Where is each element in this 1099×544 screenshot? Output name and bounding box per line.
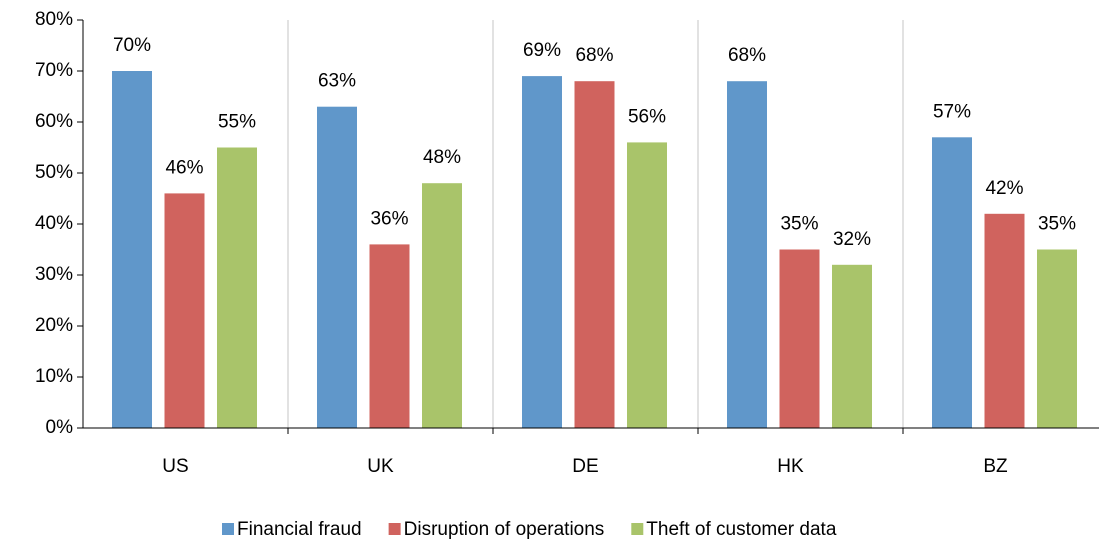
y-tick-label: 30% xyxy=(35,264,73,285)
legend-label: Disruption of operations xyxy=(404,519,605,540)
value-label: 57% xyxy=(933,101,971,122)
value-label: 35% xyxy=(1038,214,1076,235)
value-label: 42% xyxy=(985,178,1023,199)
value-label: 36% xyxy=(370,208,408,229)
y-tick-label: 20% xyxy=(35,315,73,336)
y-tick-label: 70% xyxy=(35,60,73,81)
value-label: 68% xyxy=(575,45,613,66)
x-tick-label: UK xyxy=(367,456,394,477)
legend-label: Theft of customer data xyxy=(646,519,837,540)
value-label: 70% xyxy=(113,35,151,56)
bar xyxy=(627,142,667,428)
bar xyxy=(779,249,820,428)
bar xyxy=(984,213,1025,428)
value-label: 35% xyxy=(780,214,818,235)
y-tick-label: 60% xyxy=(35,111,73,132)
bar xyxy=(164,193,205,428)
value-label: 68% xyxy=(728,45,766,66)
bar xyxy=(574,81,615,428)
value-label: 32% xyxy=(833,229,871,250)
bar xyxy=(422,183,462,428)
legend-swatch xyxy=(222,523,234,535)
value-label: 69% xyxy=(523,40,561,61)
value-label: 56% xyxy=(628,106,666,127)
bar xyxy=(832,264,872,428)
x-tick-label: HK xyxy=(777,456,804,477)
bar xyxy=(217,147,257,428)
value-label: 46% xyxy=(165,157,203,178)
value-label: 48% xyxy=(423,147,461,168)
bar xyxy=(317,106,357,428)
value-label: 55% xyxy=(218,112,256,133)
x-tick-label: BZ xyxy=(983,456,1008,477)
legend-swatch xyxy=(388,523,401,535)
y-tick-label: 40% xyxy=(35,213,73,234)
bar xyxy=(727,81,767,428)
y-tick-label: 10% xyxy=(35,366,73,387)
legend-label: Financial fraud xyxy=(237,519,362,540)
y-tick-label: 0% xyxy=(46,417,74,438)
x-tick-label: US xyxy=(162,456,188,477)
y-tick-label: 50% xyxy=(35,162,73,183)
bar xyxy=(112,71,152,428)
bar xyxy=(522,76,562,428)
bar xyxy=(369,244,410,428)
bar xyxy=(1037,249,1077,428)
y-tick-label: 80% xyxy=(35,9,73,30)
value-label: 63% xyxy=(318,71,356,92)
bar xyxy=(932,137,972,429)
legend-swatch xyxy=(631,523,644,535)
x-tick-label: DE xyxy=(572,456,598,477)
